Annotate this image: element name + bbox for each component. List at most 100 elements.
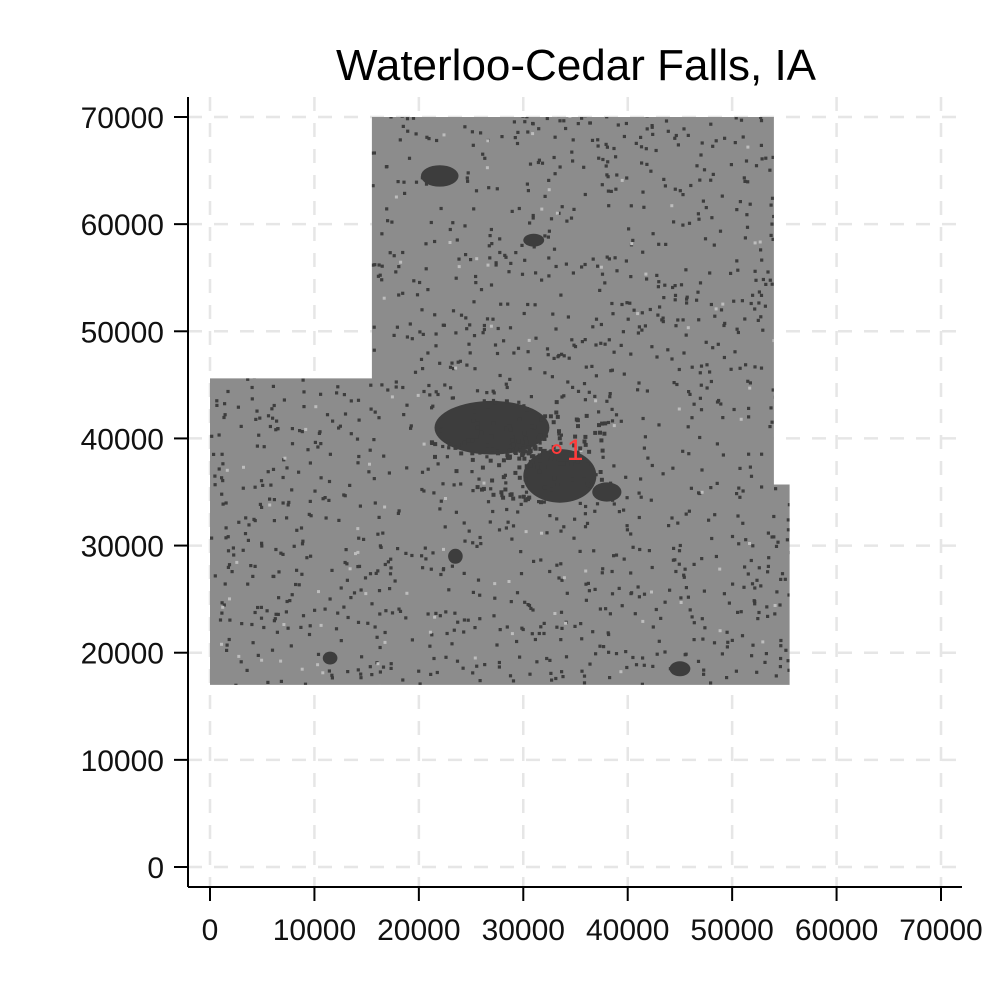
dark-cell: [533, 687, 536, 690]
dark-cell: [658, 305, 662, 309]
dark-cell: [312, 214, 316, 218]
dark-cell: [732, 407, 736, 412]
dark-cell: [610, 569, 614, 574]
dark-cell: [726, 640, 730, 644]
dark-cell: [549, 217, 554, 221]
dark-cell: [368, 191, 372, 195]
dark-cell: [299, 625, 303, 629]
dark-cell: [700, 468, 704, 472]
urban-cell: [513, 450, 518, 454]
dark-cell: [701, 637, 705, 641]
dark-cell: [217, 433, 221, 437]
x-tick-label: 20000: [377, 914, 460, 947]
dark-cell: [766, 531, 770, 535]
light-cell: [650, 590, 653, 594]
dark-cell: [363, 576, 368, 580]
dark-cell: [629, 275, 633, 279]
dark-cell: [605, 399, 609, 403]
dark-cell: [253, 610, 257, 615]
dark-cell: [473, 690, 476, 693]
dark-cell: [791, 339, 794, 342]
dark-cell: [641, 190, 645, 194]
light-cell: [259, 186, 262, 190]
urban-cell: [536, 438, 541, 443]
dark-cell: [292, 363, 296, 367]
dark-cell: [478, 593, 482, 597]
dark-cell: [779, 656, 783, 661]
dark-cell: [625, 301, 629, 305]
dark-cell: [430, 406, 434, 410]
dark-cell: [309, 514, 313, 518]
dark-cell: [286, 503, 290, 507]
light-cell: [540, 531, 543, 535]
dark-cell: [491, 389, 495, 393]
urban-cell: [475, 421, 480, 426]
dark-cell: [735, 208, 739, 212]
dark-cell: [439, 206, 443, 211]
dark-cell: [608, 612, 612, 616]
dark-cell: [572, 343, 576, 347]
dark-cell: [318, 177, 322, 182]
light-cell: [524, 530, 528, 534]
dark-cell: [426, 612, 430, 616]
dark-cell: [221, 479, 225, 483]
dark-cell: [736, 268, 740, 272]
dark-cell: [599, 341, 603, 345]
dark-cell: [225, 643, 229, 647]
dark-cell: [381, 531, 385, 535]
dark-cell: [764, 652, 768, 656]
dark-cell: [721, 416, 725, 420]
region-layer: 1: [210, 117, 796, 693]
dark-cell: [792, 557, 795, 560]
dark-cell: [364, 260, 368, 264]
dark-cell: [306, 689, 309, 692]
urban-cell: [573, 434, 578, 439]
dark-cell: [660, 318, 664, 322]
dark-cell: [451, 309, 456, 313]
dark-cell: [272, 619, 276, 623]
dark-cell: [774, 674, 778, 678]
dark-cell: [792, 242, 795, 245]
dark-cell: [679, 283, 684, 287]
dark-cell: [297, 339, 301, 343]
dark-cell: [749, 474, 754, 478]
dark-cell: [705, 363, 709, 367]
dark-cell: [266, 680, 270, 684]
dark-cell: [223, 402, 227, 406]
dark-cell: [793, 617, 796, 620]
dark-cell: [310, 368, 314, 372]
dark-cell: [637, 325, 641, 329]
dark-cell: [232, 553, 236, 557]
dark-cell: [651, 232, 655, 236]
urban-cell: [585, 481, 590, 486]
dark-cell: [257, 433, 261, 437]
dark-cell: [709, 486, 713, 490]
dark-cell: [740, 634, 745, 638]
dark-cell: [662, 689, 665, 692]
dark-cell: [725, 676, 729, 680]
dark-cell: [344, 548, 348, 552]
urban-cell: [475, 485, 480, 490]
dark-cell: [591, 325, 595, 329]
y-tick-label: 60000: [81, 209, 164, 242]
dark-cell: [300, 430, 304, 434]
urban-cell: [537, 453, 542, 458]
dark-cell: [625, 496, 629, 500]
dark-cell: [528, 221, 532, 225]
dark-cell: [792, 549, 795, 552]
dark-cell: [605, 173, 609, 177]
dark-cell: [508, 377, 512, 381]
dark-cell: [629, 352, 633, 356]
dark-cell: [523, 258, 527, 262]
dark-cell: [655, 652, 659, 656]
dark-cell: [789, 260, 790, 264]
dark-cell: [519, 572, 524, 576]
dark-cell: [444, 655, 448, 659]
dark-cell: [253, 564, 257, 568]
dark-cell: [357, 564, 362, 568]
dark-cell: [557, 211, 561, 215]
dark-cell: [689, 486, 693, 490]
dark-cell: [286, 171, 290, 175]
light-cell: [283, 456, 287, 460]
y-tick-label: 10000: [81, 745, 164, 778]
